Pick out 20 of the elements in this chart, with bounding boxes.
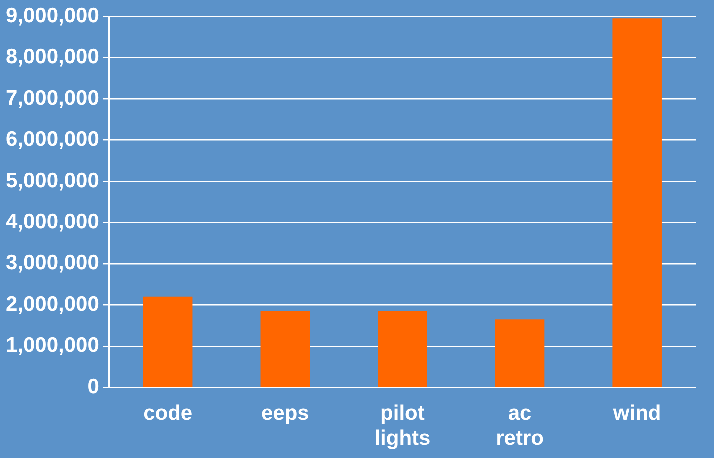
y-tick-label: 7,000,000 [6, 86, 100, 110]
bar [378, 311, 428, 387]
x-tick-label: pilot lights [374, 402, 431, 450]
y-tick-label: 1,000,000 [6, 334, 100, 358]
y-tick-label: 8,000,000 [6, 46, 100, 69]
x-tick-label: wind [612, 402, 662, 425]
bar [143, 296, 193, 387]
bar [260, 311, 310, 387]
y-tick-label: 2,000,000 [6, 292, 100, 316]
y-tick-label: 3,000,000 [6, 252, 100, 275]
bar [495, 320, 545, 387]
y-tick-label: 9,000,000 [6, 4, 100, 28]
y-tick-label: 5,000,000 [6, 169, 100, 192]
x-tick-label: ac retro [496, 402, 544, 450]
y-tick-label: 4,000,000 [6, 210, 100, 234]
y-tick-label: 6,000,000 [6, 128, 100, 152]
x-tick-label: code [144, 402, 193, 425]
y-tick-label: 0 [88, 375, 100, 398]
x-tick-label: eeps [261, 402, 310, 425]
bar [612, 18, 662, 387]
